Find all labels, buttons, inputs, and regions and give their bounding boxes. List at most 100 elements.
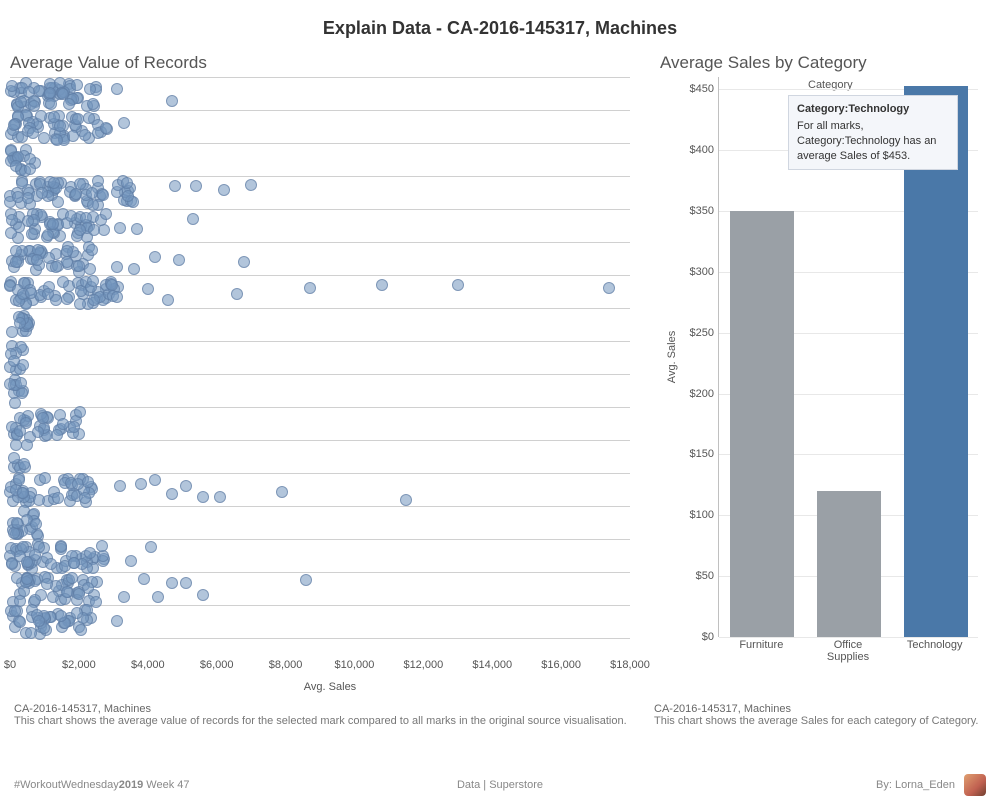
scatter-dot[interactable] — [48, 177, 60, 189]
scatter-plot-area[interactable] — [10, 77, 630, 657]
scatter-dot[interactable] — [10, 160, 22, 172]
scatter-dot[interactable] — [88, 224, 100, 236]
scatter-dot[interactable] — [197, 589, 209, 601]
scatter-dot[interactable] — [111, 83, 123, 95]
scatter-dot[interactable] — [73, 588, 85, 600]
scatter-dot[interactable] — [8, 119, 20, 131]
scatter-dot[interactable] — [106, 279, 118, 291]
scatter-dot[interactable] — [37, 412, 49, 424]
scatter-dot[interactable] — [114, 480, 126, 492]
scatter-dot[interactable] — [55, 541, 67, 553]
scatter-dot[interactable] — [145, 541, 157, 553]
scatter-dot[interactable] — [245, 179, 257, 191]
scatter-dot[interactable] — [231, 288, 243, 300]
scatter-dot[interactable] — [87, 98, 99, 110]
scatter-dot[interactable] — [131, 223, 143, 235]
scatter-dot[interactable] — [84, 547, 96, 559]
scatter-dot[interactable] — [100, 122, 112, 134]
scatter-dot[interactable] — [149, 474, 161, 486]
bar-office-supplies[interactable] — [817, 491, 881, 637]
scatter-dot[interactable] — [6, 80, 18, 92]
scatter-dot[interactable] — [32, 426, 44, 438]
scatter-dot[interactable] — [42, 288, 54, 300]
scatter-dot[interactable] — [304, 282, 316, 294]
scatter-dot[interactable] — [79, 492, 91, 504]
scatter-dot[interactable] — [71, 607, 83, 619]
scatter-dot[interactable] — [47, 218, 59, 230]
scatter-dot[interactable] — [47, 591, 59, 603]
scatter-dot[interactable] — [149, 251, 161, 263]
scatter-dot[interactable] — [71, 79, 83, 91]
scatter-dot[interactable] — [5, 227, 17, 239]
scatter-dot[interactable] — [73, 260, 85, 272]
scatter-dot[interactable] — [25, 627, 37, 639]
scatter-dot[interactable] — [84, 263, 96, 275]
scatter-dot[interactable] — [61, 293, 73, 305]
scatter-dot[interactable] — [52, 492, 64, 504]
scatter-dot[interactable] — [218, 184, 230, 196]
scatter-dot[interactable] — [86, 244, 98, 256]
scatter-dot[interactable] — [75, 624, 87, 636]
scatter-dot[interactable] — [100, 208, 112, 220]
scatter-dot[interactable] — [31, 254, 43, 266]
scatter-dot[interactable] — [23, 86, 35, 98]
scatter-dot[interactable] — [92, 175, 104, 187]
scatter-dot[interactable] — [111, 291, 123, 303]
scatter-dot[interactable] — [63, 98, 75, 110]
scatter-dot[interactable] — [45, 558, 57, 570]
scatter-dot[interactable] — [39, 472, 51, 484]
scatter-dot[interactable] — [70, 188, 82, 200]
scatter-dot[interactable] — [128, 263, 140, 275]
scatter-dot[interactable] — [15, 377, 27, 389]
scatter-dot[interactable] — [135, 478, 147, 490]
scatter-dot[interactable] — [35, 110, 47, 122]
scatter-dot[interactable] — [96, 540, 108, 552]
scatter-dot[interactable] — [79, 129, 91, 141]
scatter-dot[interactable] — [74, 406, 86, 418]
scatter-dot[interactable] — [173, 254, 185, 266]
scatter-dot[interactable] — [13, 474, 25, 486]
scatter-dot[interactable] — [14, 317, 26, 329]
scatter-dot[interactable] — [125, 555, 137, 567]
scatter-dot[interactable] — [376, 279, 388, 291]
scatter-dot[interactable] — [68, 557, 80, 569]
scatter-dot[interactable] — [6, 214, 18, 226]
scatter-dot[interactable] — [57, 276, 69, 288]
scatter-dot[interactable] — [118, 591, 130, 603]
scatter-dot[interactable] — [14, 616, 26, 628]
scatter-dot[interactable] — [214, 491, 226, 503]
scatter-dot[interactable] — [187, 213, 199, 225]
scatter-dot[interactable] — [55, 610, 67, 622]
scatter-dot[interactable] — [152, 591, 164, 603]
scatter-dot[interactable] — [603, 282, 615, 294]
scatter-dot[interactable] — [21, 439, 33, 451]
scatter-dot[interactable] — [166, 95, 178, 107]
scatter-dot[interactable] — [14, 425, 26, 437]
scatter-dot[interactable] — [8, 452, 20, 464]
scatter-dot[interactable] — [238, 256, 250, 268]
scatter-dot[interactable] — [169, 180, 181, 192]
scatter-dot[interactable] — [33, 615, 45, 627]
scatter-dot[interactable] — [121, 177, 133, 189]
scatter-dot[interactable] — [21, 556, 33, 568]
scatter-dot[interactable] — [162, 294, 174, 306]
scatter-dot[interactable] — [276, 486, 288, 498]
scatter-dot[interactable] — [72, 113, 84, 125]
scatter-dot[interactable] — [84, 83, 96, 95]
scatter-dot[interactable] — [82, 476, 94, 488]
scatter-dot[interactable] — [97, 189, 109, 201]
scatter-dot[interactable] — [66, 572, 78, 584]
scatter-dot[interactable] — [452, 279, 464, 291]
scatter-dot[interactable] — [22, 215, 34, 227]
scatter-dot[interactable] — [111, 261, 123, 273]
scatter-dot[interactable] — [87, 275, 99, 287]
scatter-dot[interactable] — [10, 256, 22, 268]
scatter-dot[interactable] — [22, 192, 34, 204]
scatter-dot[interactable] — [21, 573, 33, 585]
scatter-dot[interactable] — [180, 480, 192, 492]
scatter-dot[interactable] — [18, 458, 30, 470]
scatter-dot[interactable] — [24, 163, 36, 175]
scatter-dot[interactable] — [27, 127, 39, 139]
scatter-dot[interactable] — [67, 130, 79, 142]
scatter-dot[interactable] — [300, 574, 312, 586]
